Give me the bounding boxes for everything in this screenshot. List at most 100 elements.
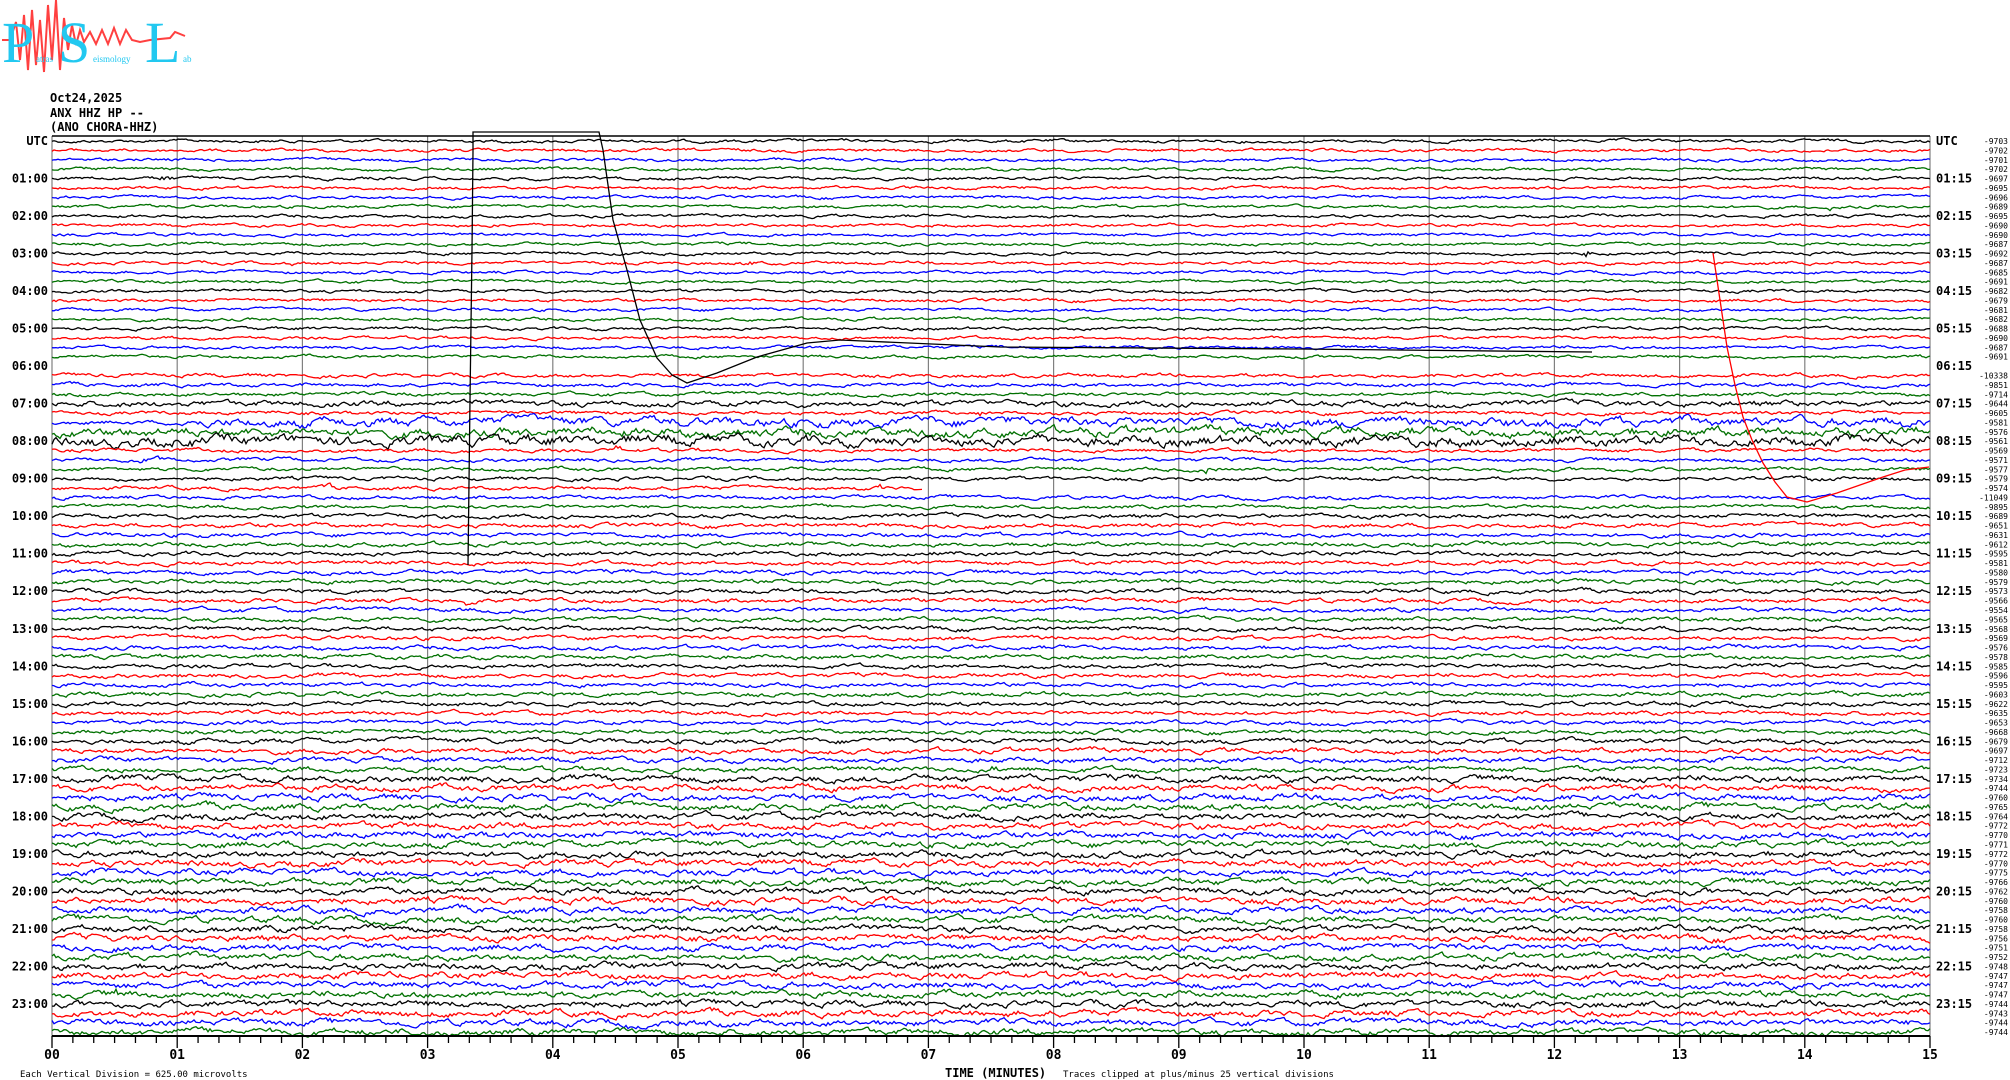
trace-row-81 (51, 894, 1931, 908)
trace-row-28 (51, 397, 1931, 409)
trace-offset-label: -9744 (1984, 1028, 2008, 1037)
left-time-label: UTC (26, 134, 48, 148)
trace-row-51 (51, 614, 1931, 624)
trace-row-58 (51, 680, 1931, 690)
row-labels: UTC 01:00 02:00 03:00 04:00 05:00 06:00 07:00 08… (12, 134, 2008, 1037)
trace-offset-label: -9714 (1984, 390, 2008, 399)
right-time-label: 17:15 (1936, 772, 1972, 786)
clipped-trace-06-00 (467, 131, 1593, 566)
trace-offset-label: -9756 (1984, 934, 2008, 943)
trace-offset-label: -9695 (1984, 184, 2008, 193)
left-time-label: 01:00 (12, 172, 48, 186)
trace-row-52 (51, 624, 1931, 633)
left-time-label: 17:00 (12, 772, 48, 786)
trace-row-79 (51, 876, 1931, 888)
right-time-label: 18:15 (1936, 809, 1972, 823)
trace-row-69 (51, 782, 1930, 795)
trace-row-41 (51, 520, 1931, 530)
clipped-trace-09-15 (1712, 252, 1930, 503)
clip-note: Traces clipped at plus/minus 25 vertical… (1063, 1070, 1334, 1080)
trace-offset-label: -9595 (1984, 550, 2008, 559)
left-time-label: 08:00 (12, 434, 48, 448)
trace-offset-label: -9581 (1984, 418, 2008, 427)
trace-row-74 (51, 829, 1931, 841)
left-time-label: 11:00 (12, 547, 48, 561)
trace-offset-label: -9747 (1984, 991, 2008, 1000)
trace-offset-label: -9712 (1984, 756, 2008, 765)
right-time-label: 12:15 (1936, 584, 1972, 598)
logo-letter-p: P (2, 10, 34, 75)
right-time-label: 10:15 (1936, 509, 1972, 523)
trace-row-76 (51, 847, 1931, 861)
left-time-label: 20:00 (12, 884, 48, 898)
trace-row-15 (51, 278, 1931, 286)
trace-row-17 (51, 297, 1931, 304)
trace-row-57 (51, 671, 1931, 680)
trace-row-26 (51, 380, 1931, 390)
trace-row-30 (51, 412, 1931, 430)
trace-row-9 (51, 222, 1931, 229)
trace-offset-label: -9605 (1984, 409, 2008, 418)
trace-offset-label: -9758 (1984, 906, 2008, 915)
trace-row-34 (51, 455, 1931, 464)
trace-offset-label: -9770 (1984, 831, 2008, 840)
trace-row-61 (51, 708, 1931, 718)
trace-offset-label: -9631 (1984, 531, 2008, 540)
trace-offset-label: -9762 (1984, 887, 2008, 896)
left-time-label: 04:00 (12, 284, 48, 298)
trace-offset-label: -9596 (1984, 672, 2008, 681)
psl-logo: P S L atras eismology ab (2, 0, 192, 75)
trace-row-18 (51, 306, 1931, 313)
trace-offset-label: -9688 (1984, 325, 2008, 334)
trace-row-66 (51, 755, 1931, 766)
trace-row-90 (51, 979, 1931, 992)
logo-letter-l: L (145, 10, 180, 75)
trace-offset-label: -9644 (1984, 400, 2008, 409)
trace-row-22 (51, 344, 1931, 351)
left-time-label: 22:00 (12, 959, 48, 973)
trace-offset-label: -9576 (1984, 644, 2008, 653)
trace-row-53 (51, 633, 1931, 643)
trace-offset-label: -9690 (1984, 221, 2008, 230)
trace-offset-label: -9569 (1984, 634, 2008, 643)
trace-row-63 (51, 727, 1931, 736)
trace-row-94 (51, 1016, 1931, 1030)
right-time-label: 08:15 (1936, 434, 1972, 448)
station-label: ANX HHZ HP -- (50, 106, 144, 120)
x-tick-label: 11 (1421, 1048, 1437, 1063)
trace-row-44 (51, 549, 1931, 558)
trace-row-85 (51, 931, 1931, 944)
x-tick-label: 07 (921, 1048, 937, 1063)
trace-offset-label: -9682 (1984, 315, 2008, 324)
trace-offset-label: -9747 (1984, 981, 2008, 990)
right-time-label: 03:15 (1936, 247, 1972, 261)
trace-row-13 (51, 259, 1931, 267)
x-tick-label: 04 (545, 1048, 561, 1063)
trace-row-73 (51, 818, 1931, 832)
trace-offset-label: -9690 (1984, 334, 2008, 343)
left-time-label: 03:00 (12, 247, 48, 261)
trace-row-46 (51, 568, 1931, 577)
x-tick-label: 15 (1922, 1048, 1938, 1063)
x-tick-label: 05 (670, 1048, 686, 1063)
trace-row-32 (51, 431, 1931, 451)
trace-row-49 (51, 596, 1931, 606)
x-tick-label: 13 (1672, 1048, 1688, 1063)
trace-row-20 (51, 325, 1931, 332)
trace-row-86 (51, 940, 1931, 954)
trace-offset-label: -9569 (1984, 447, 2008, 456)
trace-row-43 (51, 540, 1931, 549)
x-tick-label: 08 (1046, 1048, 1062, 1063)
trace-row-72 (51, 809, 1931, 824)
trace-row-80 (51, 885, 1931, 898)
x-axis-title: TIME (MINUTES) (945, 1066, 1046, 1080)
trace-row-64 (51, 735, 1931, 746)
left-time-label: 13:00 (12, 622, 48, 636)
trace-row-82 (51, 903, 1931, 918)
left-time-label: 16:00 (12, 734, 48, 748)
trace-offset-label: -9765 (1984, 803, 2008, 812)
trace-offset-label: -9565 (1984, 615, 2008, 624)
x-tick-label: 14 (1797, 1048, 1813, 1063)
trace-row-91 (51, 987, 1931, 1001)
trace-offset-label: -9691 (1984, 353, 2008, 362)
